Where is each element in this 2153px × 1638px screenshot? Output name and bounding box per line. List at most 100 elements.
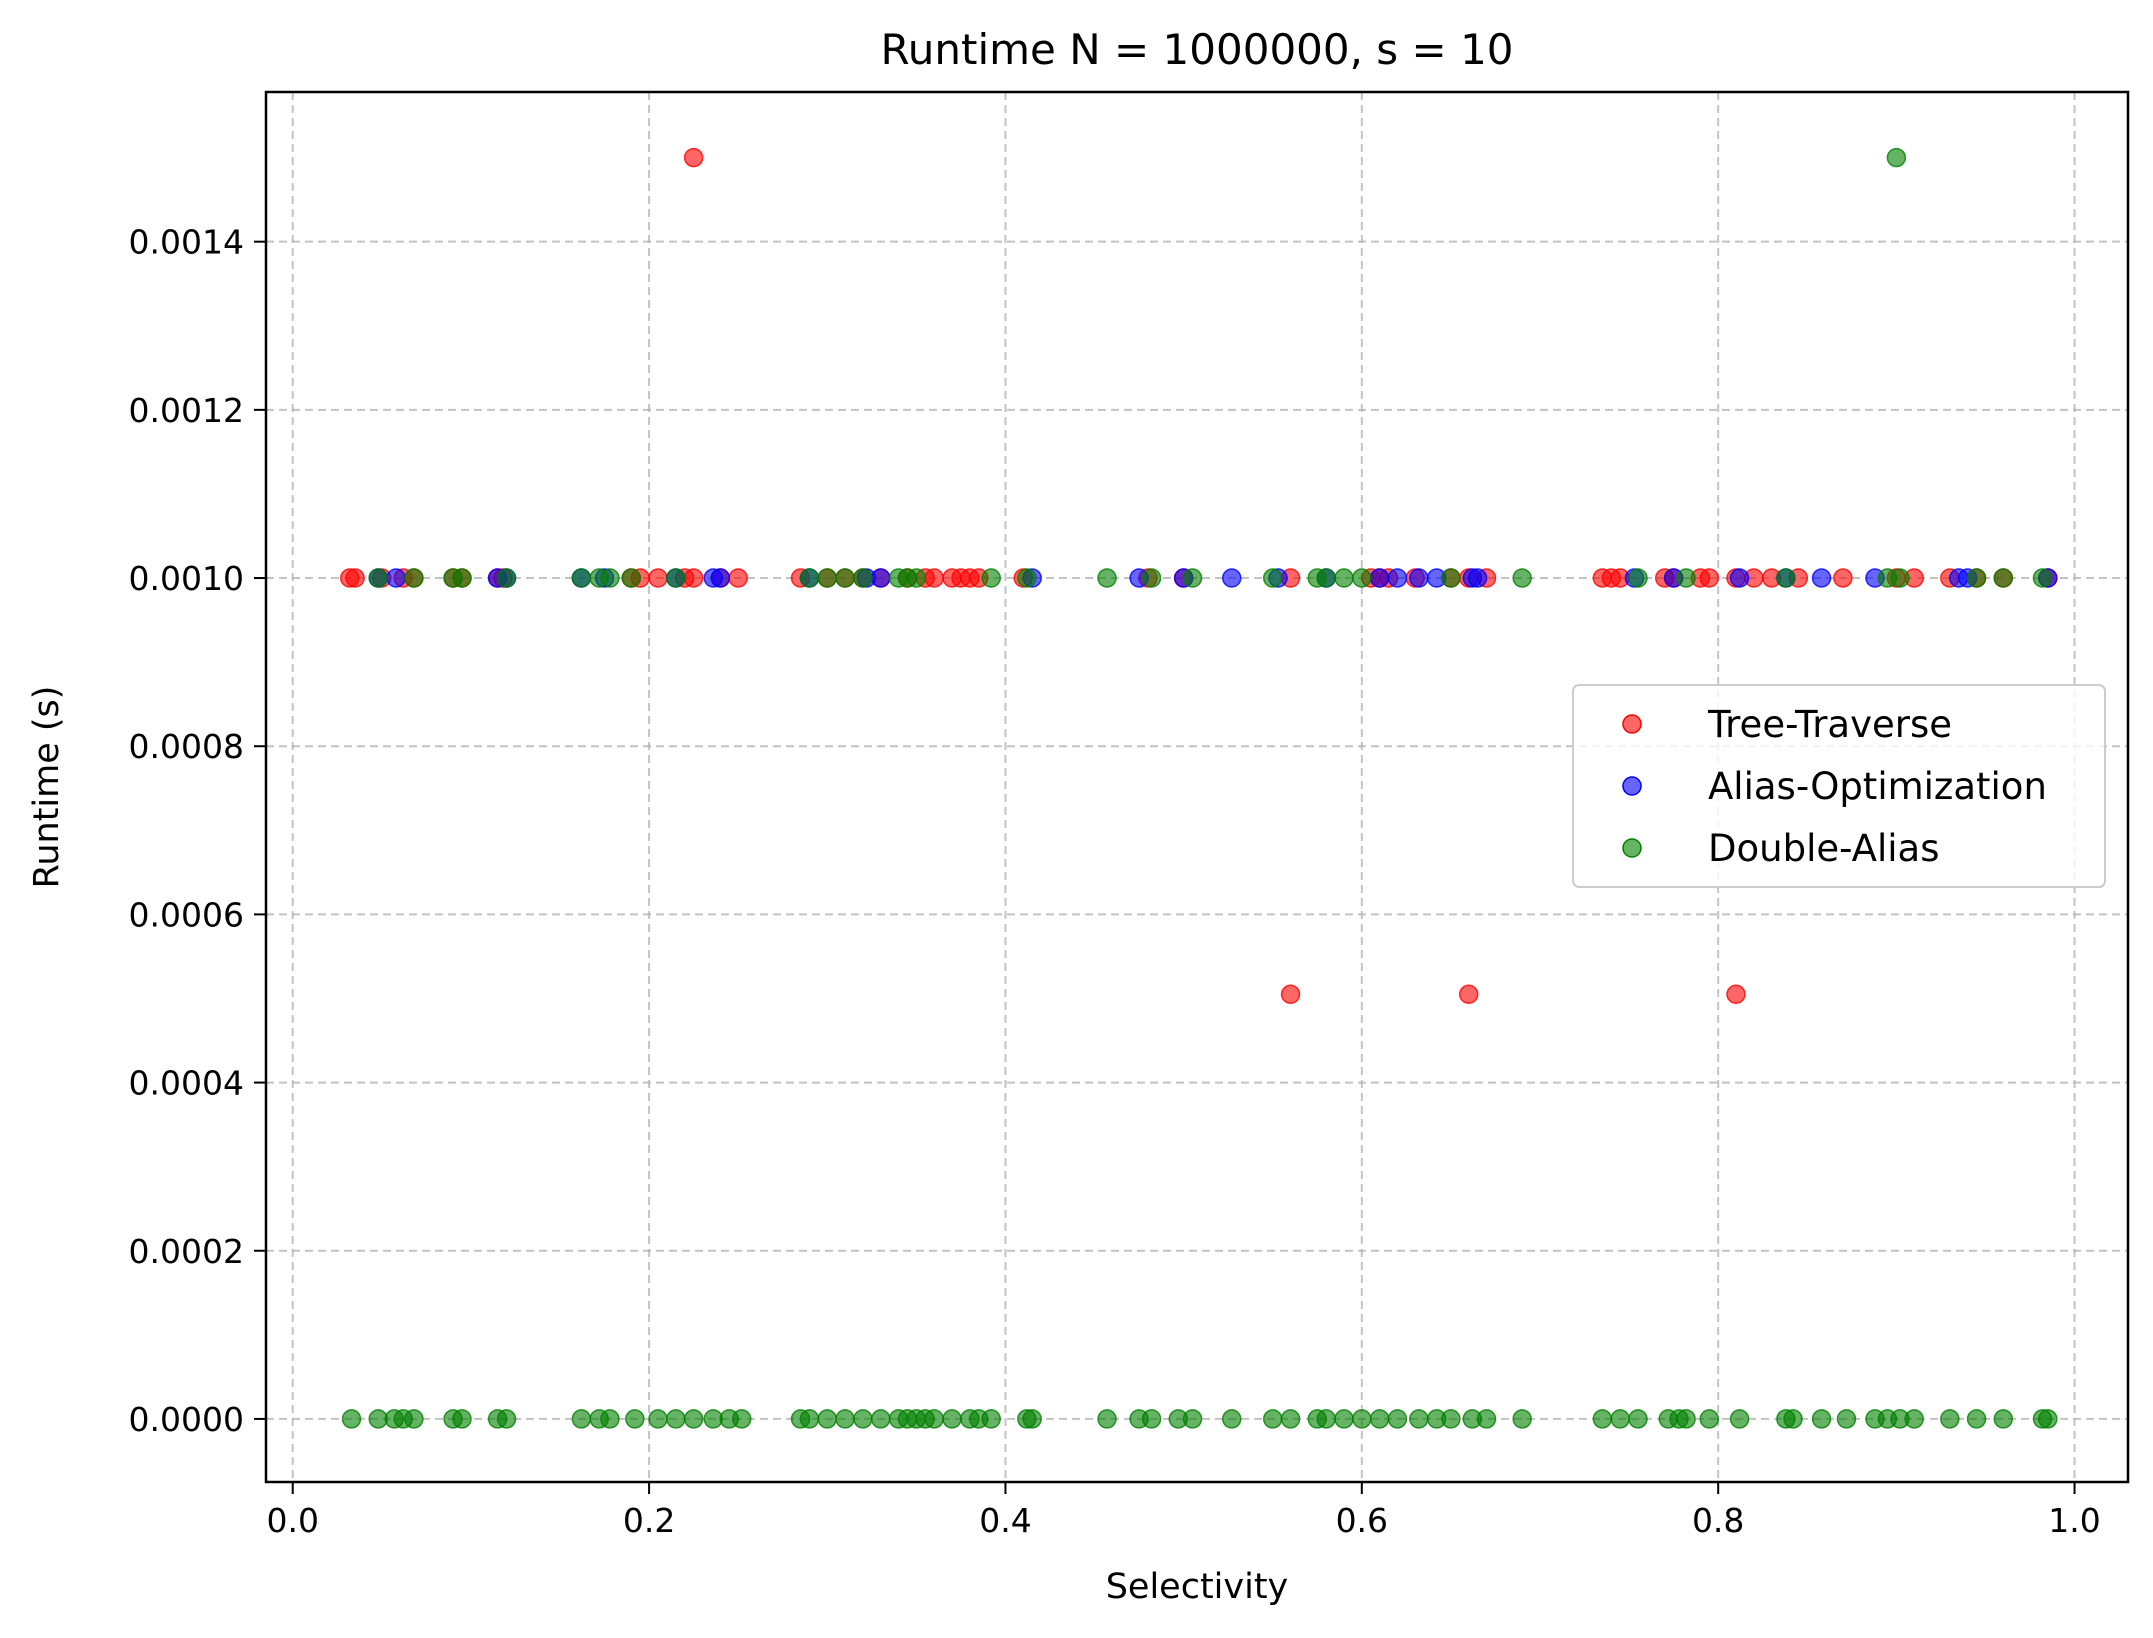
data-point-double-alias bbox=[981, 1409, 1001, 1429]
data-point-double-alias bbox=[1316, 568, 1336, 588]
chart-title: Runtime N = 1000000, s = 10 bbox=[880, 25, 1513, 74]
data-point-double-alias bbox=[1182, 568, 1203, 588]
data-point-double-alias bbox=[1334, 1409, 1354, 1429]
data-points bbox=[339, 147, 2058, 1429]
data-point-double-alias bbox=[1904, 1409, 1924, 1429]
data-point-double-alias bbox=[600, 1409, 620, 1429]
data-point-double-alias bbox=[942, 1409, 962, 1429]
data-point-double-alias bbox=[341, 1409, 362, 1429]
data-point-double-alias bbox=[1280, 1409, 1301, 1429]
data-point-double-alias bbox=[2032, 568, 2053, 588]
data-point-double-alias bbox=[799, 1409, 820, 1429]
data-point-double-alias bbox=[625, 1409, 645, 1429]
data-point-tree-traverse bbox=[1833, 568, 1853, 588]
data-point-double-alias bbox=[924, 1409, 944, 1429]
y-tick-label: 0.0002 bbox=[129, 1232, 244, 1271]
data-point-double-alias bbox=[600, 568, 620, 588]
data-point-tree-traverse bbox=[728, 568, 748, 588]
data-point-alias-optimization bbox=[870, 568, 891, 588]
data-point-double-alias bbox=[1993, 568, 2014, 588]
data-point-double-alias bbox=[1262, 1409, 1283, 1429]
x-tick-label: 0.0 bbox=[266, 1501, 318, 1540]
x-tick-label: 0.8 bbox=[1692, 1501, 1744, 1540]
y-axis-label: Runtime (s) bbox=[27, 686, 67, 889]
legend-marker-alias-optimization bbox=[1622, 776, 1642, 796]
data-point-double-alias bbox=[648, 1409, 668, 1429]
data-point-tree-traverse bbox=[1699, 568, 1720, 588]
data-point-double-alias bbox=[1783, 1409, 1803, 1429]
data-point-double-alias bbox=[1262, 568, 1283, 588]
x-axis-label: Selectivity bbox=[1106, 1567, 1289, 1607]
data-point-double-alias bbox=[870, 1409, 891, 1429]
data-point-double-alias bbox=[1628, 1409, 1648, 1429]
data-point-double-alias bbox=[1441, 568, 1461, 588]
legend-box bbox=[1572, 684, 2106, 888]
data-point-double-alias bbox=[1940, 1409, 1960, 1429]
legend-label-alias-optimization: Alias-Optimization bbox=[1708, 765, 2047, 808]
data-point-double-alias bbox=[1592, 1409, 1613, 1429]
data-point-double-alias bbox=[835, 568, 855, 588]
legend-marker-tree-traverse bbox=[1622, 714, 1642, 734]
data-point-double-alias bbox=[1836, 1409, 1857, 1429]
data-point-double-alias bbox=[1182, 1409, 1203, 1429]
data-point-double-alias bbox=[1676, 568, 1696, 588]
data-point-double-alias bbox=[1610, 1409, 1630, 1429]
data-point-double-alias bbox=[1890, 568, 1910, 588]
data-point-tree-traverse bbox=[1726, 984, 1746, 1005]
data-point-alias-optimization bbox=[1369, 568, 1390, 588]
data-point-tree-traverse bbox=[1458, 984, 1479, 1005]
data-point-double-alias bbox=[853, 568, 873, 588]
data-point-tree-traverse bbox=[648, 568, 668, 588]
data-point-double-alias bbox=[1387, 1409, 1408, 1429]
data-point-double-alias bbox=[1141, 568, 1162, 588]
data-point-double-alias bbox=[404, 568, 424, 588]
x-tick-label: 0.4 bbox=[979, 1501, 1031, 1540]
data-point-double-alias bbox=[981, 568, 1001, 588]
data-point-double-alias bbox=[1886, 147, 1907, 168]
plot-frame bbox=[264, 90, 2130, 1484]
data-point-double-alias bbox=[1334, 568, 1354, 588]
legend-label-tree-traverse: Tree-Traverse bbox=[1707, 703, 1952, 746]
y-axis-ticks: 0.0000 0.0002 0.0004 0.0006 0.0008 0.0010 0.00… bbox=[129, 223, 266, 1439]
data-point-double-alias bbox=[853, 1409, 873, 1429]
series-double-alias bbox=[368, 568, 2053, 588]
data-point-alias-optimization bbox=[386, 568, 406, 588]
data-point-double-alias bbox=[1776, 568, 1796, 588]
data-point-double-alias bbox=[496, 1409, 517, 1429]
data-point-double-alias bbox=[683, 1409, 704, 1429]
data-point-alias-optimization bbox=[1409, 568, 1429, 588]
x-axis-ticks: 0.0 0.2 0.4 0.6 0.8 1.0 bbox=[266, 1482, 2101, 1540]
x-tick-label: 0.6 bbox=[1336, 1501, 1388, 1540]
data-point-double-alias bbox=[1993, 1409, 2014, 1429]
data-point-alias-optimization bbox=[710, 568, 731, 588]
data-point-tree-traverse bbox=[1280, 984, 1301, 1005]
data-point-double-alias bbox=[571, 568, 592, 588]
legend: Tree-Traverse Alias-Optimization Double-… bbox=[1572, 684, 2106, 888]
data-point-alias-optimization bbox=[1387, 568, 1408, 588]
data-point-double-alias bbox=[1221, 1409, 1242, 1429]
data-point-double-alias bbox=[1628, 568, 1648, 588]
data-point-double-alias bbox=[731, 1409, 752, 1429]
data-point-alias-optimization bbox=[1729, 568, 1750, 588]
y-tick-label: 0.0008 bbox=[129, 727, 244, 766]
data-point-double-alias bbox=[1352, 1409, 1372, 1429]
data-point-double-alias bbox=[1729, 1409, 1750, 1429]
data-point-alias-optimization bbox=[1811, 568, 1832, 588]
data-point-double-alias bbox=[1097, 1409, 1117, 1429]
data-point-double-alias bbox=[1966, 568, 1987, 588]
data-point-double-alias bbox=[906, 568, 927, 588]
data-point-double-alias bbox=[368, 568, 389, 588]
data-point-tree-traverse bbox=[345, 568, 365, 588]
data-point-double-alias bbox=[1369, 1409, 1390, 1429]
data-point-double-alias bbox=[1966, 1409, 1987, 1429]
data-point-double-alias bbox=[817, 1409, 838, 1429]
x-tick-label: 1.0 bbox=[2048, 1501, 2100, 1540]
data-point-double-alias bbox=[571, 1409, 592, 1429]
legend-marker-double-alias bbox=[1622, 838, 1642, 858]
data-point-double-alias bbox=[1097, 568, 1117, 588]
data-point-alias-optimization bbox=[1221, 568, 1242, 588]
data-point-double-alias bbox=[1676, 1409, 1696, 1429]
y-tick-label: 0.0014 bbox=[129, 223, 244, 262]
data-point-double-alias bbox=[1141, 1409, 1162, 1429]
data-point-alias-optimization bbox=[1467, 568, 1488, 588]
